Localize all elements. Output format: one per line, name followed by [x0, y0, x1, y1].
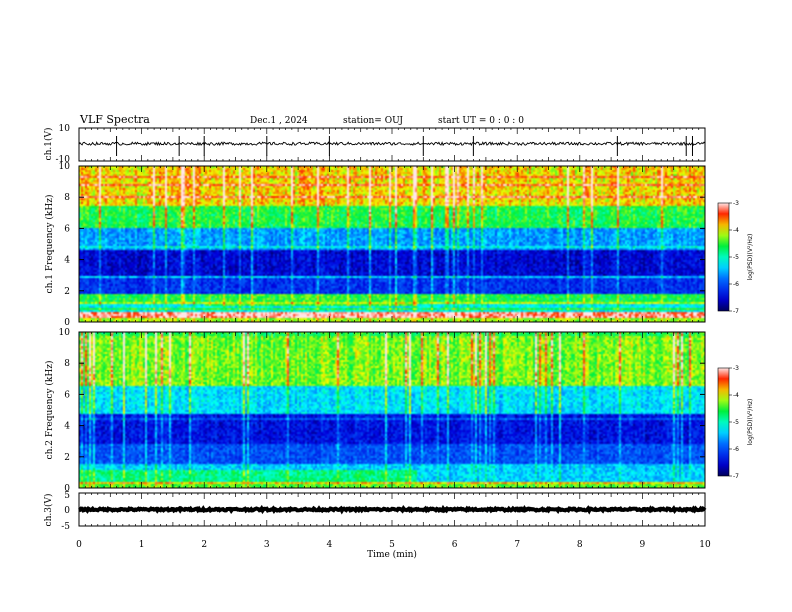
freq-tick-label: 4: [64, 422, 70, 432]
colorbar-tick-label: -3: [733, 365, 739, 372]
time-tick-label: 10: [699, 540, 711, 550]
waveform-trace: [78, 141, 706, 147]
freq-tick-label: 10: [59, 328, 71, 338]
ch1-freq-ticks: 0 2 4 6 8 10: [59, 162, 705, 328]
figure-title: VLF Spectra: [79, 113, 150, 126]
waveform-trace: [78, 504, 707, 515]
ch3-ytick-bottom: -5: [61, 522, 70, 532]
ch1-waveform-panel: 10 -10 ch.1(V): [43, 124, 706, 165]
freq-tick-label: 8: [64, 359, 70, 369]
ch3-waveform-ylabel: ch.3(V): [43, 494, 54, 527]
freq-tick-label: 0: [64, 318, 70, 328]
time-tick-label: 7: [514, 540, 520, 550]
ch1-waveform-line: [78, 136, 706, 156]
colorbar-scale: [717, 202, 730, 312]
ch1-colorbar: -3 -4 -5 -6 -7 log(PSD)(V²/Hz): [717, 200, 754, 315]
ch1-spectrogram-panel: 0 2 4 6 8 10 ch.1 Frequency (kHz) -3 -4 -5 -6 -7 l…: [44, 162, 754, 328]
colorbar-tick-label: -7: [733, 308, 739, 315]
freq-tick-label: 4: [64, 256, 70, 266]
ch1-spectrogram-image: [79, 166, 705, 322]
colorbar-tick-label: -5: [733, 254, 739, 261]
colorbar-scale: [717, 367, 730, 477]
time-tick-label: 9: [640, 540, 646, 550]
colorbar-tick-label: -3: [733, 200, 739, 207]
time-tick-label: 1: [139, 540, 145, 550]
colorbar-label: log(PSD)(V²/Hz): [747, 399, 754, 446]
freq-tick-label: 10: [59, 162, 71, 172]
time-axis: 0 1 2 3 4 5 6 7 8 9 10: [76, 128, 711, 550]
freq-tick-label: 6: [64, 390, 70, 400]
colorbar-tick-label: -7: [733, 473, 739, 480]
time-tick-label: 4: [327, 540, 333, 550]
time-tick-label: 6: [452, 540, 458, 550]
freq-tick-label: 6: [64, 224, 70, 234]
colorbar-tick-label: -4: [733, 227, 739, 234]
colorbar-label: log(PSD)(V²/Hz): [747, 234, 754, 281]
ch1-spectrogram-ylabel: ch.1 Frequency (kHz): [44, 195, 55, 294]
ch3-ytick-top: 5: [64, 491, 70, 501]
ch3-waveform-panel: 5 0 -5 ch.3(V): [43, 491, 707, 532]
ch1-ytick-bottom: -10: [56, 155, 71, 165]
ch2-colorbar: -3 -4 -5 -6 -7 log(PSD)(V²/Hz): [717, 365, 754, 480]
start-time-label: start UT = 0 : 0 : 0: [438, 116, 524, 126]
colorbar-tick-label: -5: [733, 419, 739, 426]
time-tick-label: 3: [264, 540, 270, 550]
colorbar-tick-label: -6: [733, 281, 739, 288]
time-tick-label: 5: [389, 540, 395, 550]
ch2-spectrogram-panel: 0 2 4 6 8 10 ch.2 Frequency (kHz) -3 -4 -5 -6 -7 l…: [44, 328, 754, 494]
ch3-waveform-line: [78, 504, 707, 515]
ch2-spectrogram-image: [79, 332, 705, 488]
time-tick-label: 8: [577, 540, 583, 550]
date-label: Dec.1 , 2024: [250, 116, 308, 126]
freq-tick-label: 8: [64, 193, 70, 203]
colorbar-tick-label: -6: [733, 446, 739, 453]
time-tick-label: 0: [76, 540, 82, 550]
ch1-ytick-top: 10: [59, 124, 71, 134]
time-tick-label: 2: [201, 540, 207, 550]
ch2-spectrogram-ylabel: ch.2 Frequency (kHz): [44, 361, 55, 460]
ch2-freq-ticks: 0 2 4 6 8 10: [59, 328, 705, 494]
colorbar-tick-label: -4: [733, 392, 739, 399]
freq-tick-label: 0: [64, 484, 70, 494]
freq-tick-label: 2: [64, 287, 70, 297]
ch3-ytick-mid: 0: [64, 506, 70, 516]
ch1-waveform-ylabel: ch.1(V): [43, 128, 54, 161]
time-axis-label: Time (min): [367, 549, 417, 560]
station-label: station= OUJ: [343, 116, 403, 126]
freq-tick-label: 2: [64, 453, 70, 463]
